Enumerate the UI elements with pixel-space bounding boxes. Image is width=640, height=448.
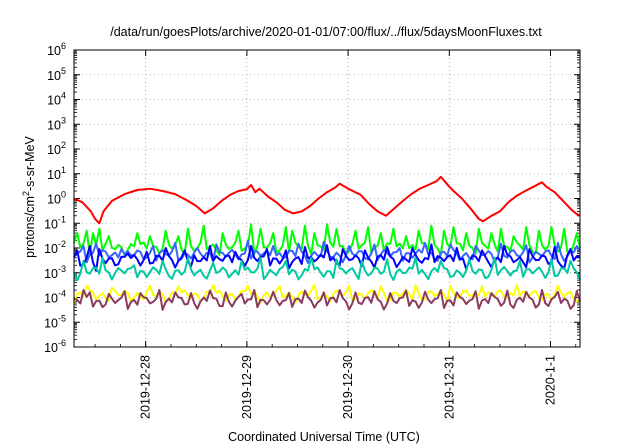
y-tick-label: 106 (47, 41, 66, 58)
series-line-2 (73, 223, 581, 257)
y-tick-label: 10-2 (44, 239, 66, 256)
y-tick-label-exponent: -1 (58, 214, 66, 224)
y-axis-label-prefix: protons/cm (23, 196, 37, 258)
y-tick-label-exponent: 6 (61, 41, 66, 51)
y-tick-label: 10-3 (44, 264, 66, 281)
series-line-7 (73, 289, 581, 311)
x-tick-label: 2019-12-30 (341, 355, 355, 419)
x-axis-label: Coordinated Universal Time (UTC) (228, 430, 420, 444)
y-tick-label-base: 10 (47, 94, 61, 108)
y-tick-label-base: 10 (47, 193, 61, 207)
y-tick-label-exponent: -2 (58, 239, 66, 249)
y-tick-label-base: 10 (44, 217, 58, 231)
y-tick-label: 10-1 (44, 214, 66, 231)
y-tick-label-exponent: -3 (58, 264, 66, 274)
y-tick-label-exponent: 2 (61, 140, 66, 150)
y-tick-label-base: 10 (47, 168, 61, 182)
plot-frame (73, 49, 581, 348)
y-tick-label: 10-6 (44, 338, 66, 355)
y-tick-label: 102 (47, 140, 66, 157)
y-axis-label-sup: 2 (21, 191, 31, 196)
y-tick-label-base: 10 (47, 143, 61, 157)
x-tick-label: 2019-12-29 (240, 355, 254, 419)
series-line-5 (73, 256, 581, 282)
y-tick-label: 100 (47, 190, 66, 207)
y-axis-label: protons/cm2-s-sr-MeV (21, 135, 37, 257)
y-tick-label-base: 10 (44, 292, 58, 306)
y-tick-label-base: 10 (47, 69, 61, 83)
y-tick-label-exponent: 4 (61, 91, 66, 101)
series-line-1 (73, 175, 581, 225)
series-lines (73, 175, 581, 311)
y-tick-label-base: 10 (47, 118, 61, 132)
y-tick-label: 103 (47, 115, 66, 132)
y-tick-label-exponent: -4 (58, 289, 66, 299)
y-tick-label: 104 (47, 91, 66, 108)
y-tick-label: 10-5 (44, 313, 66, 330)
y-tick-label-exponent: -5 (58, 313, 66, 323)
x-tick-label: 2019-12-31 (442, 355, 456, 419)
y-tick-label: 10-4 (44, 289, 66, 306)
y-tick-label-exponent: 5 (61, 66, 66, 76)
chart-title: /data/run/goesPlots/archive/2020-01-01/0… (110, 25, 542, 39)
y-axis-label-suffix: -s-sr-MeV (23, 135, 37, 191)
y-tick-label-base: 10 (44, 267, 58, 281)
y-tick-label-exponent: 3 (61, 115, 66, 125)
y-tick-label-base: 10 (44, 341, 58, 355)
x-tick-label: 2020-1-1 (543, 355, 557, 405)
x-tick-label: 2019-12-28 (139, 355, 153, 419)
y-tick-label: 101 (47, 165, 66, 182)
y-tick-label-base: 10 (47, 44, 61, 58)
y-tick-label: 105 (47, 66, 66, 83)
y-tick-label-exponent: 1 (61, 165, 66, 175)
y-tick-label-exponent: 0 (61, 190, 66, 200)
y-tick-label-base: 10 (44, 242, 58, 256)
x-axis-ticks: 2019-12-28 2019-12-29 2019-12-30 2019-12-31… (94, 50, 577, 419)
y-tick-label-exponent: -6 (58, 338, 66, 348)
y-tick-label-base: 10 (44, 316, 58, 330)
